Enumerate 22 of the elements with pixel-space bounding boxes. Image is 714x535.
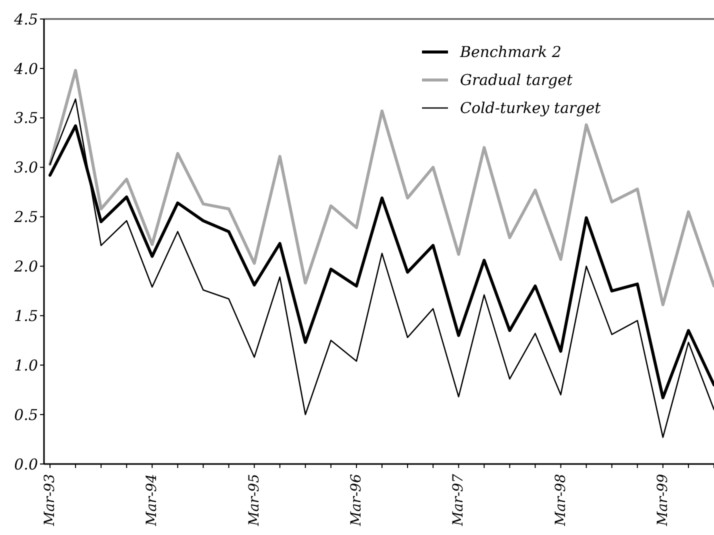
x-tick-label: Mar-99 — [654, 474, 671, 527]
y-tick-label: 2.0 — [13, 258, 38, 276]
y-tick-label: 0.0 — [14, 455, 38, 474]
x-tick-label: Mar-93 — [42, 474, 58, 527]
y-tick-label: 0.5 — [14, 406, 38, 424]
legend-label: Gradual target — [460, 71, 573, 89]
x-tick-label: Mar-98 — [552, 474, 569, 527]
y-tick-label: 4.0 — [13, 60, 38, 78]
x-tick-label: Mar-95 — [246, 474, 262, 527]
line-series — [49, 98, 714, 438]
x-tick-label: Mar-94 — [144, 474, 160, 527]
legend-label: Cold-turkey target — [460, 99, 601, 117]
y-tick-label: 2.5 — [13, 208, 38, 226]
line-series — [48, 68, 714, 306]
x-tick-label: Mar-96 — [348, 474, 364, 527]
y-tick-label: 1.0 — [14, 356, 38, 374]
y-tick-label: 3.0 — [14, 158, 38, 177]
x-tick-label: Mar-97 — [450, 474, 467, 527]
legend-label: Benchmark 2 — [460, 43, 562, 61]
y-tick-label: 4.5 — [13, 10, 38, 28]
y-tick-label: 3.5 — [14, 109, 38, 128]
y-tick-label: 1.5 — [14, 306, 38, 325]
